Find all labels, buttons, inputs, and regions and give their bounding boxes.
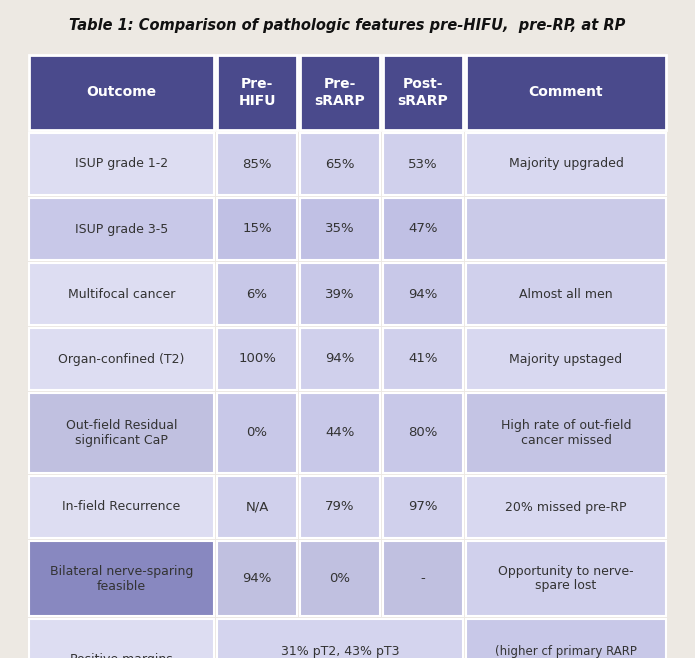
Bar (29, 541, 214, 616)
Text: Out-field Residual
significant CaP: Out-field Residual significant CaP (66, 419, 177, 447)
Text: Post-
sRARP: Post- sRARP (398, 78, 448, 108)
Text: 79%: 79% (325, 501, 354, 513)
Text: 65%: 65% (325, 157, 354, 170)
Text: Almost all men: Almost all men (519, 288, 613, 301)
Text: Multifocal cancer: Multifocal cancer (68, 288, 175, 301)
Text: 35%: 35% (325, 222, 355, 236)
Text: Bilateral nerve-sparing
feasible: Bilateral nerve-sparing feasible (50, 565, 193, 592)
Bar (466, 393, 666, 473)
Text: 15%: 15% (242, 222, 272, 236)
Bar (383, 263, 463, 325)
Text: High rate of out-field
cancer missed: High rate of out-field cancer missed (501, 419, 631, 447)
Bar (300, 263, 380, 325)
Bar (217, 393, 297, 473)
Bar (300, 541, 380, 616)
Text: In-field Recurrence: In-field Recurrence (63, 501, 181, 513)
Text: 31% pT2, 43% pT3
85% in-field or near field: 31% pT2, 43% pT3 85% in-field or near fi… (262, 645, 418, 658)
Text: Majority upstaged: Majority upstaged (509, 353, 623, 365)
Bar (466, 476, 666, 538)
Text: 94%: 94% (325, 353, 354, 365)
Text: Pre-
sRARP: Pre- sRARP (315, 78, 366, 108)
Bar (217, 133, 297, 195)
Bar (217, 476, 297, 538)
Text: 0%: 0% (247, 426, 268, 440)
Text: ISUP grade 3-5: ISUP grade 3-5 (75, 222, 168, 236)
Bar (383, 476, 463, 538)
Bar (383, 133, 463, 195)
Text: 94%: 94% (409, 288, 438, 301)
Bar (29, 55, 214, 130)
Text: 41%: 41% (408, 353, 438, 365)
Bar (383, 55, 463, 130)
Text: Positive margins: Positive margins (70, 653, 173, 658)
Text: Pre-
HIFU: Pre- HIFU (238, 78, 276, 108)
Bar (383, 328, 463, 390)
Bar (466, 541, 666, 616)
Bar (29, 476, 214, 538)
Text: Organ-confined (T2): Organ-confined (T2) (58, 353, 185, 365)
Text: 97%: 97% (408, 501, 438, 513)
Bar (466, 198, 666, 260)
Bar (466, 133, 666, 195)
Bar (217, 619, 463, 658)
Text: 6%: 6% (247, 288, 268, 301)
Bar (217, 198, 297, 260)
Text: Table 1: Comparison of pathologic features pre-HIFU,  pre-RP, at RP: Table 1: Comparison of pathologic featur… (70, 18, 626, 33)
Bar (300, 198, 380, 260)
Bar (29, 133, 214, 195)
Bar (217, 541, 297, 616)
Text: ISUP grade 1-2: ISUP grade 1-2 (75, 157, 168, 170)
Bar (300, 476, 380, 538)
Text: 100%: 100% (238, 353, 276, 365)
Text: 53%: 53% (408, 157, 438, 170)
Bar (383, 198, 463, 260)
Bar (466, 328, 666, 390)
Text: 20% missed pre-RP: 20% missed pre-RP (505, 501, 627, 513)
Bar (466, 619, 666, 658)
Bar (383, 541, 463, 616)
Bar (300, 55, 380, 130)
Text: 39%: 39% (325, 288, 354, 301)
Bar (217, 55, 297, 130)
Text: (higher cf primary RARP
@UCLH (10.2%/ 28.5%): (higher cf primary RARP @UCLH (10.2%/ 28… (495, 645, 637, 658)
Bar (217, 263, 297, 325)
Text: 80%: 80% (409, 426, 438, 440)
Text: 44%: 44% (325, 426, 354, 440)
Bar (300, 133, 380, 195)
Text: 94%: 94% (243, 572, 272, 585)
Text: Opportunity to nerve-
spare lost: Opportunity to nerve- spare lost (498, 565, 634, 592)
Bar (300, 328, 380, 390)
Text: Comment: Comment (529, 86, 603, 99)
Bar (29, 619, 214, 658)
Text: N/A: N/A (245, 501, 269, 513)
Text: Outcome: Outcome (86, 86, 156, 99)
Bar (29, 328, 214, 390)
Bar (466, 263, 666, 325)
Text: -: - (420, 572, 425, 585)
Bar (29, 263, 214, 325)
Text: 85%: 85% (243, 157, 272, 170)
Bar (217, 328, 297, 390)
Bar (29, 393, 214, 473)
Text: Majority upgraded: Majority upgraded (509, 157, 623, 170)
Bar (300, 393, 380, 473)
Text: 0%: 0% (329, 572, 350, 585)
Bar (466, 55, 666, 130)
Text: 47%: 47% (408, 222, 438, 236)
Bar (383, 393, 463, 473)
Bar (29, 198, 214, 260)
